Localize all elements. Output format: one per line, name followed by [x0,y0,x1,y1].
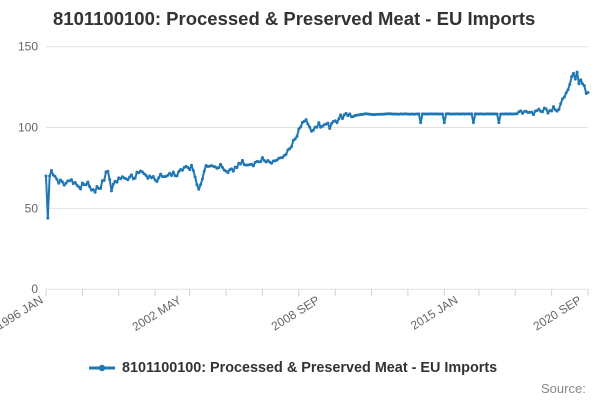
svg-text:2008 SEP: 2008 SEP [269,293,322,334]
svg-text:1996 JAN: 1996 JAN [0,293,46,333]
svg-text:100: 100 [18,121,38,135]
svg-text:2020 SEP: 2020 SEP [531,293,584,334]
svg-text:2015 JAN: 2015 JAN [408,293,460,333]
svg-text:150: 150 [18,40,38,54]
svg-text:50: 50 [25,201,39,215]
svg-text:2002 MAY: 2002 MAY [130,293,184,334]
